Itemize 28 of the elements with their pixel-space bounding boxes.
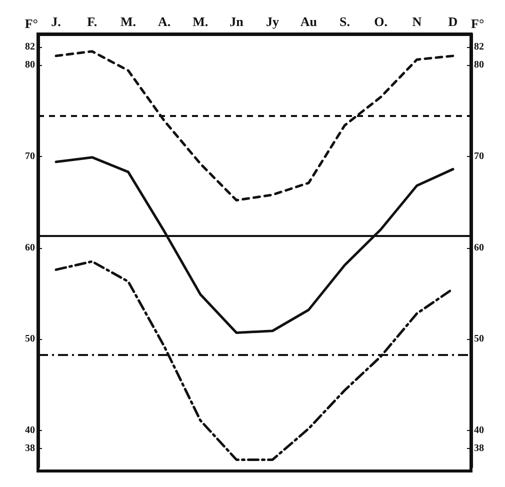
y-tick-label: 40 [25, 424, 35, 436]
y2-tick-label: 40 [474, 424, 484, 436]
x-tick-label: J. [51, 14, 61, 29]
x-tick-label: O. [374, 14, 388, 29]
y2-tick-label: 38 [474, 443, 484, 454]
x-tick-label: M. [120, 14, 136, 29]
y-tick-label: 82 [25, 41, 35, 52]
y2-tick-label: 50 [474, 334, 484, 345]
x-tick-label: Au [300, 14, 317, 29]
x-tick-label: S. [339, 14, 350, 29]
x-tick-label: N [412, 14, 422, 29]
x-tick-label: Jn [230, 14, 244, 29]
y-tick-label: 70 [25, 150, 35, 162]
y-axis-title: F° [24, 16, 38, 31]
y-tick-label: 38 [25, 443, 35, 454]
x-tick-label: A. [158, 14, 171, 29]
x-tick-label: D [448, 14, 458, 29]
x-tick-label: Jy [266, 14, 280, 29]
x-tick-label: M. [192, 14, 208, 29]
y2-tick-label: 60 [474, 242, 484, 254]
y2-tick-label: 82 [474, 41, 484, 52]
y-tick-label: 80 [25, 60, 35, 71]
x-tick-label: F. [87, 14, 98, 29]
y-tick-label: 50 [25, 334, 35, 345]
y2-tick-label: 80 [474, 60, 484, 71]
y2-tick-label: 70 [474, 150, 484, 162]
y2-axis-title: F° [471, 16, 484, 31]
y-tick-label: 60 [25, 242, 35, 254]
